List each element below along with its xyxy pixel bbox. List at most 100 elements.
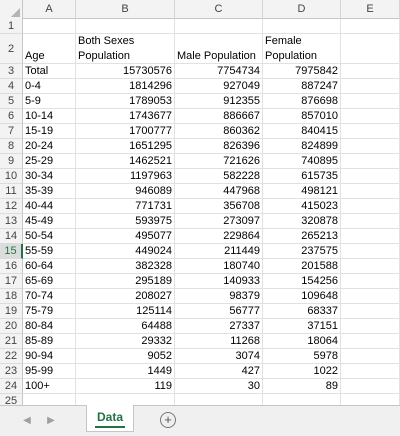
cell[interactable] [341,64,400,79]
male-cell[interactable]: 7754734 [175,64,263,79]
column-header-b[interactable]: B [76,0,175,19]
male-cell[interactable]: 427 [175,364,263,379]
cell[interactable] [341,379,400,394]
female-cell[interactable]: 1022 [263,364,341,379]
sheet-tab-data[interactable]: Data [86,405,134,432]
female-cell[interactable]: 876698 [263,94,341,109]
both-sexes-cell[interactable]: 1789053 [76,94,175,109]
female-cell[interactable]: 89 [263,379,341,394]
female-cell[interactable]: 154256 [263,274,341,289]
age-cell[interactable]: 70-74 [23,289,76,304]
row-number[interactable]: 7 [0,124,23,139]
both-sexes-cell[interactable]: 15730576 [76,64,175,79]
both-sexes-cell[interactable]: 1743677 [76,109,175,124]
male-cell[interactable]: 582228 [175,169,263,184]
female-cell[interactable]: 109648 [263,289,341,304]
header-cell-female[interactable]: Female Population [263,34,341,64]
column-header-e[interactable]: E [341,0,400,19]
cell[interactable] [341,274,400,289]
both-sexes-cell[interactable]: 1197963 [76,169,175,184]
age-cell[interactable]: 45-49 [23,214,76,229]
row-number[interactable]: 16 [0,259,23,274]
cell[interactable] [341,34,400,64]
row-number[interactable]: 23 [0,364,23,379]
male-cell[interactable]: 140933 [175,274,263,289]
row-number[interactable]: 18 [0,289,23,304]
column-header-a[interactable]: A [23,0,76,19]
both-sexes-cell[interactable]: 125114 [76,304,175,319]
cell[interactable] [23,19,76,34]
female-cell[interactable]: 415023 [263,199,341,214]
cell[interactable] [341,214,400,229]
row-number[interactable]: 21 [0,334,23,349]
female-cell[interactable]: 5978 [263,349,341,364]
row-number[interactable]: 20 [0,319,23,334]
both-sexes-cell[interactable]: 64488 [76,319,175,334]
cell[interactable] [341,184,400,199]
female-cell[interactable]: 824899 [263,139,341,154]
age-cell[interactable]: 30-34 [23,169,76,184]
male-cell[interactable]: 356708 [175,199,263,214]
age-cell[interactable]: 100+ [23,379,76,394]
select-all-corner[interactable] [0,0,23,19]
male-cell[interactable]: 912355 [175,94,263,109]
age-cell[interactable]: 5-9 [23,94,76,109]
both-sexes-cell[interactable]: 29332 [76,334,175,349]
column-header-c[interactable]: C [175,0,263,19]
row-number[interactable]: 1 [0,19,23,34]
male-cell[interactable]: 860362 [175,124,263,139]
age-cell[interactable]: 35-39 [23,184,76,199]
row-number[interactable]: 12 [0,199,23,214]
age-cell[interactable]: 75-79 [23,304,76,319]
cell[interactable] [175,19,263,34]
male-cell[interactable]: 273097 [175,214,263,229]
male-cell[interactable]: 826396 [175,139,263,154]
age-cell[interactable]: 65-69 [23,274,76,289]
row-number[interactable]: 17 [0,274,23,289]
cell[interactable] [341,154,400,169]
male-cell[interactable]: 447968 [175,184,263,199]
row-number[interactable]: 22 [0,349,23,364]
cell[interactable] [341,124,400,139]
cell[interactable] [341,244,400,259]
row-number[interactable]: 9 [0,154,23,169]
male-cell[interactable]: 721626 [175,154,263,169]
cell[interactable] [341,79,400,94]
male-cell[interactable]: 211449 [175,244,263,259]
female-cell[interactable]: 498121 [263,184,341,199]
scroll-tabs-left-icon[interactable]: ◀ [23,415,31,426]
cell[interactable] [341,319,400,334]
row-number[interactable]: 19 [0,304,23,319]
female-cell[interactable]: 740895 [263,154,341,169]
age-cell[interactable]: 10-14 [23,109,76,124]
both-sexes-cell[interactable]: 771731 [76,199,175,214]
age-cell[interactable]: 80-84 [23,319,76,334]
male-cell[interactable]: 98379 [175,289,263,304]
female-cell[interactable]: 857010 [263,109,341,124]
cell[interactable] [341,289,400,304]
age-cell[interactable]: 0-4 [23,79,76,94]
both-sexes-cell[interactable]: 449024 [76,244,175,259]
age-cell[interactable]: 20-24 [23,139,76,154]
male-cell[interactable]: 30 [175,379,263,394]
female-cell[interactable]: 237575 [263,244,341,259]
cell[interactable] [341,94,400,109]
female-cell[interactable]: 7975842 [263,64,341,79]
male-cell[interactable]: 229864 [175,229,263,244]
cell[interactable] [341,259,400,274]
add-sheet-icon[interactable]: + [160,412,176,428]
row-number[interactable]: 10 [0,169,23,184]
row-number[interactable]: 3 [0,64,23,79]
female-cell[interactable]: 840415 [263,124,341,139]
female-cell[interactable]: 18064 [263,334,341,349]
both-sexes-cell[interactable]: 593975 [76,214,175,229]
male-cell[interactable]: 927049 [175,79,263,94]
both-sexes-cell[interactable]: 495077 [76,229,175,244]
female-cell[interactable]: 201588 [263,259,341,274]
cell[interactable] [263,19,341,34]
cell[interactable] [341,334,400,349]
female-cell[interactable]: 320878 [263,214,341,229]
male-cell[interactable]: 56777 [175,304,263,319]
age-cell[interactable]: 55-59 [23,244,76,259]
cell[interactable] [341,19,400,34]
